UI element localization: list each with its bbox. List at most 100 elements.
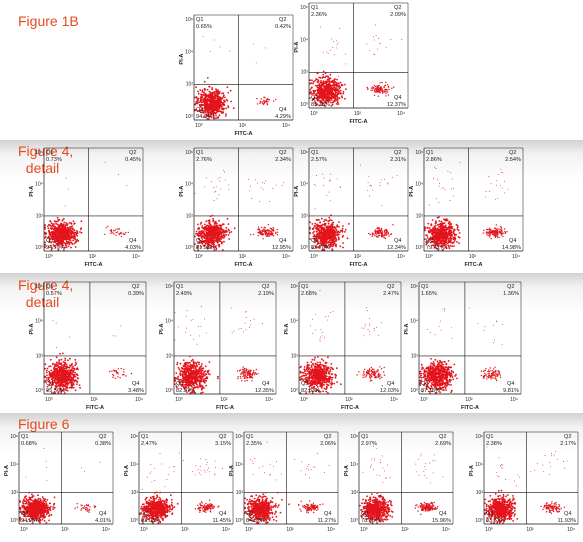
event-dot xyxy=(330,219,333,222)
event-dot xyxy=(210,104,213,106)
event-dot xyxy=(309,92,311,95)
x-tick-label: 10² xyxy=(354,254,362,260)
event-dot xyxy=(111,370,113,372)
event-dot xyxy=(223,99,225,102)
event-dot xyxy=(437,229,440,232)
event-dot xyxy=(267,98,269,101)
event-dot xyxy=(322,173,324,175)
event-dot xyxy=(221,231,224,234)
event-dot xyxy=(109,229,112,232)
event-dot xyxy=(376,227,378,230)
event-dot xyxy=(62,239,65,241)
event-dot xyxy=(70,235,73,237)
event-dot xyxy=(124,233,126,235)
event-dot xyxy=(486,233,488,235)
event-dot xyxy=(199,100,202,103)
event-dot xyxy=(50,392,53,394)
event-dot xyxy=(57,249,60,251)
event-dot xyxy=(59,376,61,379)
event-dot xyxy=(374,53,376,55)
event-dot xyxy=(61,246,64,248)
event-dot xyxy=(123,371,125,373)
event-dot xyxy=(216,226,218,228)
event-dot xyxy=(55,383,58,386)
event-dot xyxy=(322,242,325,245)
event-dot xyxy=(63,249,65,251)
event-dot xyxy=(55,382,58,385)
event-dot xyxy=(199,89,202,92)
event-dot xyxy=(221,92,223,95)
event-dot xyxy=(386,84,389,86)
quadrant-q2-name: Q2 xyxy=(132,284,139,290)
flow-cytometry-plot: Q1 2.57% Q2 2.31% Q3 82.78% Q4 12.34% 10⁰ 10² 10⁴ 1… xyxy=(294,146,410,268)
event-dot xyxy=(324,230,327,233)
flow-cytometry-plot: Q1 0.73% Q2 0.45% Q3 94.79% Q4 4.03% 10⁰ 10² 10⁴ 10… xyxy=(29,146,145,268)
quadrant-q4-value: 12.95% xyxy=(272,245,291,251)
event-dot xyxy=(381,204,383,206)
event-dot xyxy=(50,369,53,372)
event-dot xyxy=(49,244,52,247)
event-dot xyxy=(60,392,62,394)
event-dot xyxy=(203,223,206,226)
event-dot xyxy=(64,225,67,228)
event-dot xyxy=(53,225,55,228)
event-dot xyxy=(214,220,217,223)
event-dot xyxy=(320,83,323,85)
event-dot xyxy=(227,105,229,107)
quadrant-q3-value: 94.64% xyxy=(196,114,215,120)
event-dot xyxy=(202,35,204,37)
x-tick-label: 10⁴ xyxy=(397,111,405,117)
event-dot xyxy=(322,70,325,73)
event-dot xyxy=(200,96,202,98)
event-dot xyxy=(378,88,380,91)
event-dot xyxy=(219,180,221,182)
event-dot xyxy=(73,368,76,371)
event-dot xyxy=(327,99,330,101)
event-dot xyxy=(216,198,218,200)
event-dot xyxy=(328,89,331,92)
event-dot xyxy=(261,182,263,183)
event-dot xyxy=(197,238,200,241)
event-dot xyxy=(56,379,59,382)
event-dot xyxy=(201,89,204,92)
event-dot xyxy=(485,196,487,198)
event-dot xyxy=(268,99,270,101)
event-dot xyxy=(379,91,381,94)
event-dot xyxy=(60,358,63,361)
event-dot xyxy=(342,246,344,249)
event-dot xyxy=(312,92,315,95)
event-dot xyxy=(59,238,62,241)
event-dot xyxy=(213,39,215,41)
event-dot xyxy=(336,39,338,41)
event-dot xyxy=(325,219,328,222)
quadrant-q1-name: Q1 xyxy=(196,17,203,23)
event-dot xyxy=(70,242,73,244)
event-dot xyxy=(435,233,438,235)
event-dot xyxy=(321,104,323,106)
event-dot xyxy=(227,106,230,109)
event-dot xyxy=(48,229,50,232)
event-dot xyxy=(262,188,264,190)
event-dot xyxy=(441,229,444,231)
event-dot xyxy=(115,234,117,237)
x-tick-label: 10² xyxy=(239,123,247,129)
event-dot xyxy=(70,383,73,386)
event-dot xyxy=(441,244,444,247)
event-dot xyxy=(275,231,277,233)
event-dot xyxy=(343,231,346,233)
event-dot xyxy=(68,243,71,245)
event-dot xyxy=(326,233,329,236)
event-dot xyxy=(197,245,200,247)
event-dot xyxy=(321,241,324,244)
event-dot xyxy=(58,231,61,234)
event-dot xyxy=(59,371,62,373)
event-dot xyxy=(331,223,334,226)
event-dot xyxy=(223,169,225,171)
event-dot xyxy=(436,216,439,219)
event-dot xyxy=(327,234,330,237)
event-dot xyxy=(324,239,327,242)
y-tick-label: 10⁴ xyxy=(185,49,193,55)
event-dot xyxy=(72,376,75,379)
event-dot xyxy=(219,100,222,103)
